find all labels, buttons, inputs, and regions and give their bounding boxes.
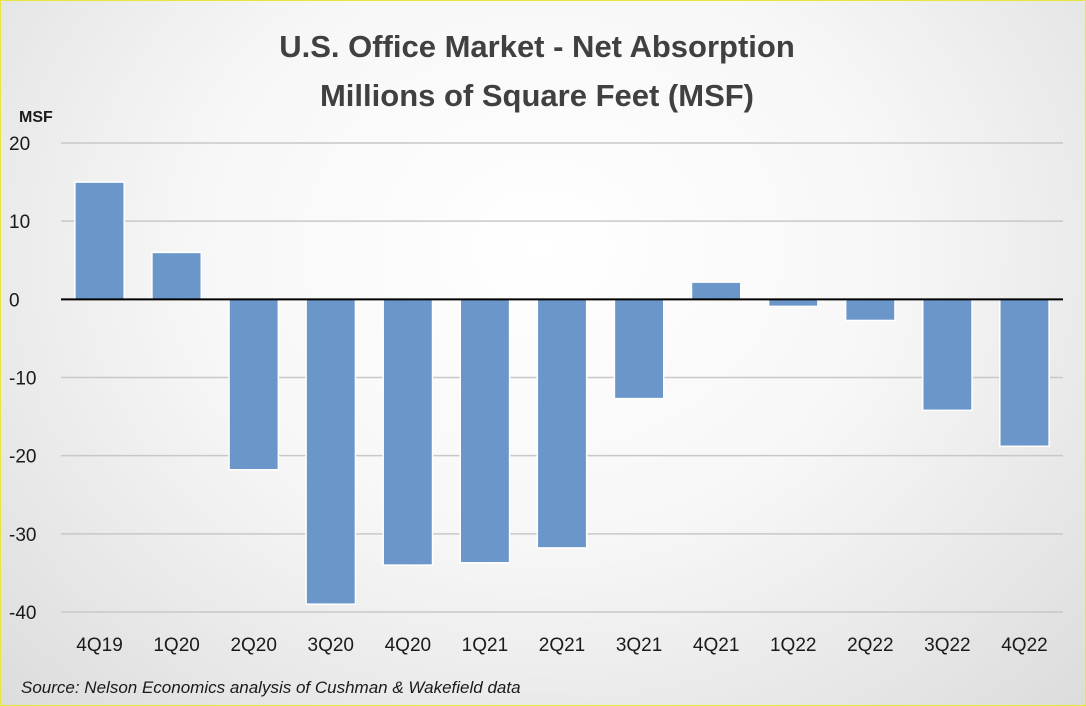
- bars: [74, 181, 1050, 605]
- x-tick-label: 4Q21: [693, 635, 739, 656]
- x-tick-label: 2Q21: [539, 635, 585, 656]
- y-tick-label: -10: [9, 369, 36, 390]
- bar: [690, 281, 742, 301]
- y-tick-labels: 20 10 0 -10 -20 -30 -40: [9, 134, 36, 624]
- y-tick-label: 10: [9, 212, 30, 233]
- x-tick-label: 4Q19: [76, 635, 122, 656]
- x-tick-label: 4Q22: [1001, 635, 1047, 656]
- bar: [228, 298, 280, 471]
- bar: [305, 298, 357, 605]
- chart-title: U.S. Office Market - Net Absorption: [279, 29, 795, 64]
- y-tick-label: 20: [9, 134, 30, 155]
- bar: [844, 298, 896, 322]
- x-tick-label: 4Q20: [385, 635, 431, 656]
- x-tick-label: 3Q22: [924, 635, 970, 656]
- x-tick-label: 1Q20: [153, 635, 199, 656]
- x-tick-label: 3Q20: [308, 635, 354, 656]
- y-axis-label: MSF: [19, 109, 53, 126]
- x-tick-label: 3Q21: [616, 635, 662, 656]
- bar: [151, 251, 203, 301]
- source-note: Source: Nelson Economics analysis of Cus…: [21, 678, 521, 697]
- bar: [74, 181, 125, 301]
- y-tick-label: -40: [9, 603, 36, 624]
- bar: [921, 298, 973, 412]
- x-tick-label: 2Q20: [230, 635, 276, 656]
- x-tick-labels: 4Q19 1Q20 2Q20 3Q20 4Q20 1Q21 2Q21 3Q21 4Q21 1Q22…: [76, 635, 1047, 656]
- bar: [382, 298, 434, 566]
- y-tick-label: -20: [9, 447, 36, 468]
- y-tick-label: -30: [9, 525, 36, 546]
- x-tick-label: 1Q21: [462, 635, 508, 656]
- x-tick-label: 2Q22: [847, 635, 893, 656]
- y-tick-label: 0: [9, 290, 20, 311]
- bar: [459, 298, 511, 564]
- bar: [536, 298, 588, 549]
- chart-subtitle: Millions of Square Feet (MSF): [320, 78, 754, 113]
- bar: [613, 298, 665, 400]
- x-tick-label: 1Q22: [770, 635, 816, 656]
- bar: [999, 298, 1050, 448]
- bar: [767, 298, 819, 308]
